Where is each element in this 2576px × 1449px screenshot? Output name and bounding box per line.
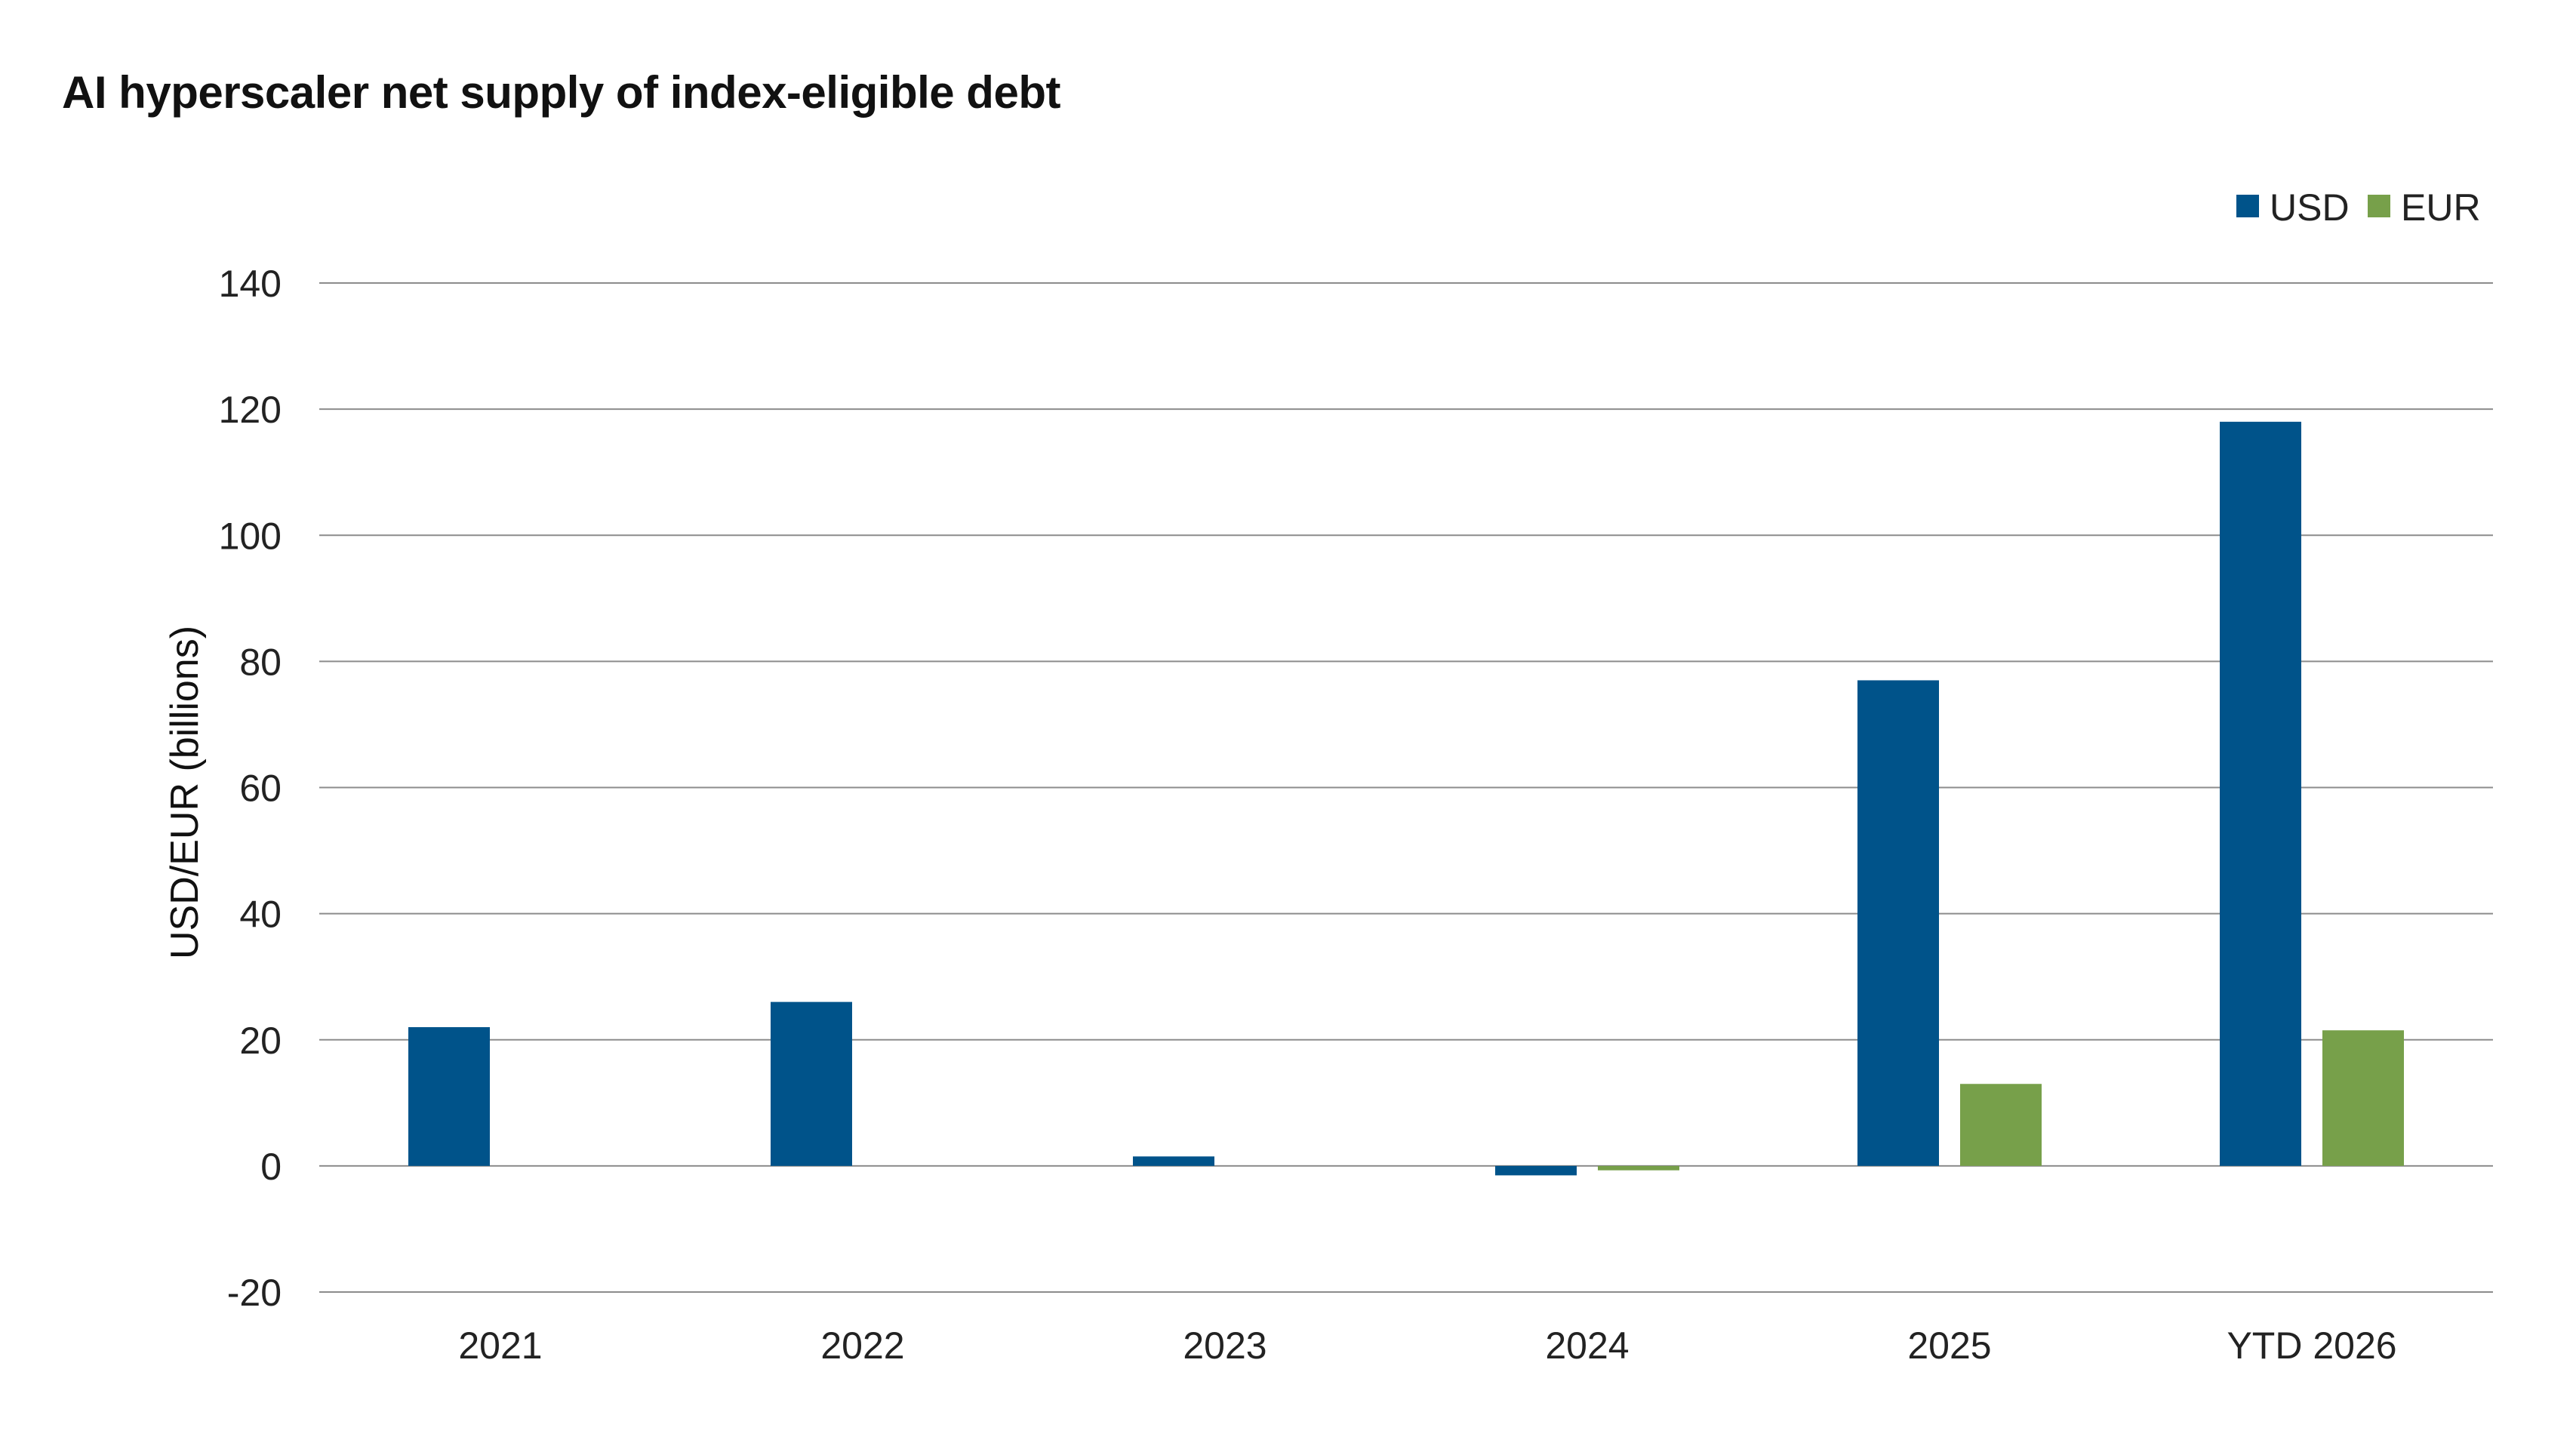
bar-usd-ytd-2026 (2220, 421, 2301, 1166)
bar-usd-2021 (408, 1027, 490, 1166)
legend: USD EUR (2236, 186, 2481, 229)
legend-label-eur: EUR (2401, 186, 2481, 229)
x-tick-label: 2024 (1545, 1324, 1629, 1367)
legend-label-usd: USD (2270, 186, 2350, 229)
y-axis-title: USD/EUR (billions) (163, 626, 207, 959)
y-axis-tick-labels: -20 0 20 40 60 80 100 120 140 (219, 263, 282, 1314)
x-tick-label: 2022 (820, 1324, 904, 1367)
bar-usd-2024 (1495, 1165, 1577, 1176)
x-tick-label: 2021 (458, 1324, 542, 1367)
bar-usd-2023 (1133, 1156, 1214, 1166)
legend-swatch-usd (2236, 195, 2259, 217)
bars (408, 421, 2404, 1176)
legend-swatch-eur (2368, 195, 2390, 217)
bar-eur-ytd-2026 (2322, 1030, 2404, 1166)
y-tick-label: 0 (260, 1146, 282, 1188)
y-tick-label: 100 (219, 515, 282, 557)
x-axis-tick-labels: 2021 2022 2023 2024 2025 YTD 2026 (458, 1324, 2396, 1367)
x-tick-label: 2023 (1183, 1324, 1266, 1367)
bar-usd-2025 (1857, 680, 1939, 1166)
bar-eur-2025 (1960, 1084, 2042, 1166)
gridlines (319, 282, 2493, 1293)
chart-title: AI hyperscaler net supply of index-eligi… (62, 67, 1060, 118)
bar-eur-2024 (1598, 1165, 1679, 1171)
y-tick-label: 20 (239, 1020, 282, 1062)
x-tick-label: 2025 (1907, 1324, 1991, 1367)
y-tick-label: 120 (219, 389, 282, 431)
x-tick-label: YTD 2026 (2227, 1324, 2396, 1367)
y-tick-label: 60 (239, 768, 282, 810)
y-tick-label: 140 (219, 263, 282, 305)
bar-usd-2022 (771, 1001, 852, 1166)
y-tick-label: 80 (239, 641, 282, 683)
y-tick-label: -20 (227, 1272, 282, 1314)
y-tick-label: 40 (239, 894, 282, 936)
